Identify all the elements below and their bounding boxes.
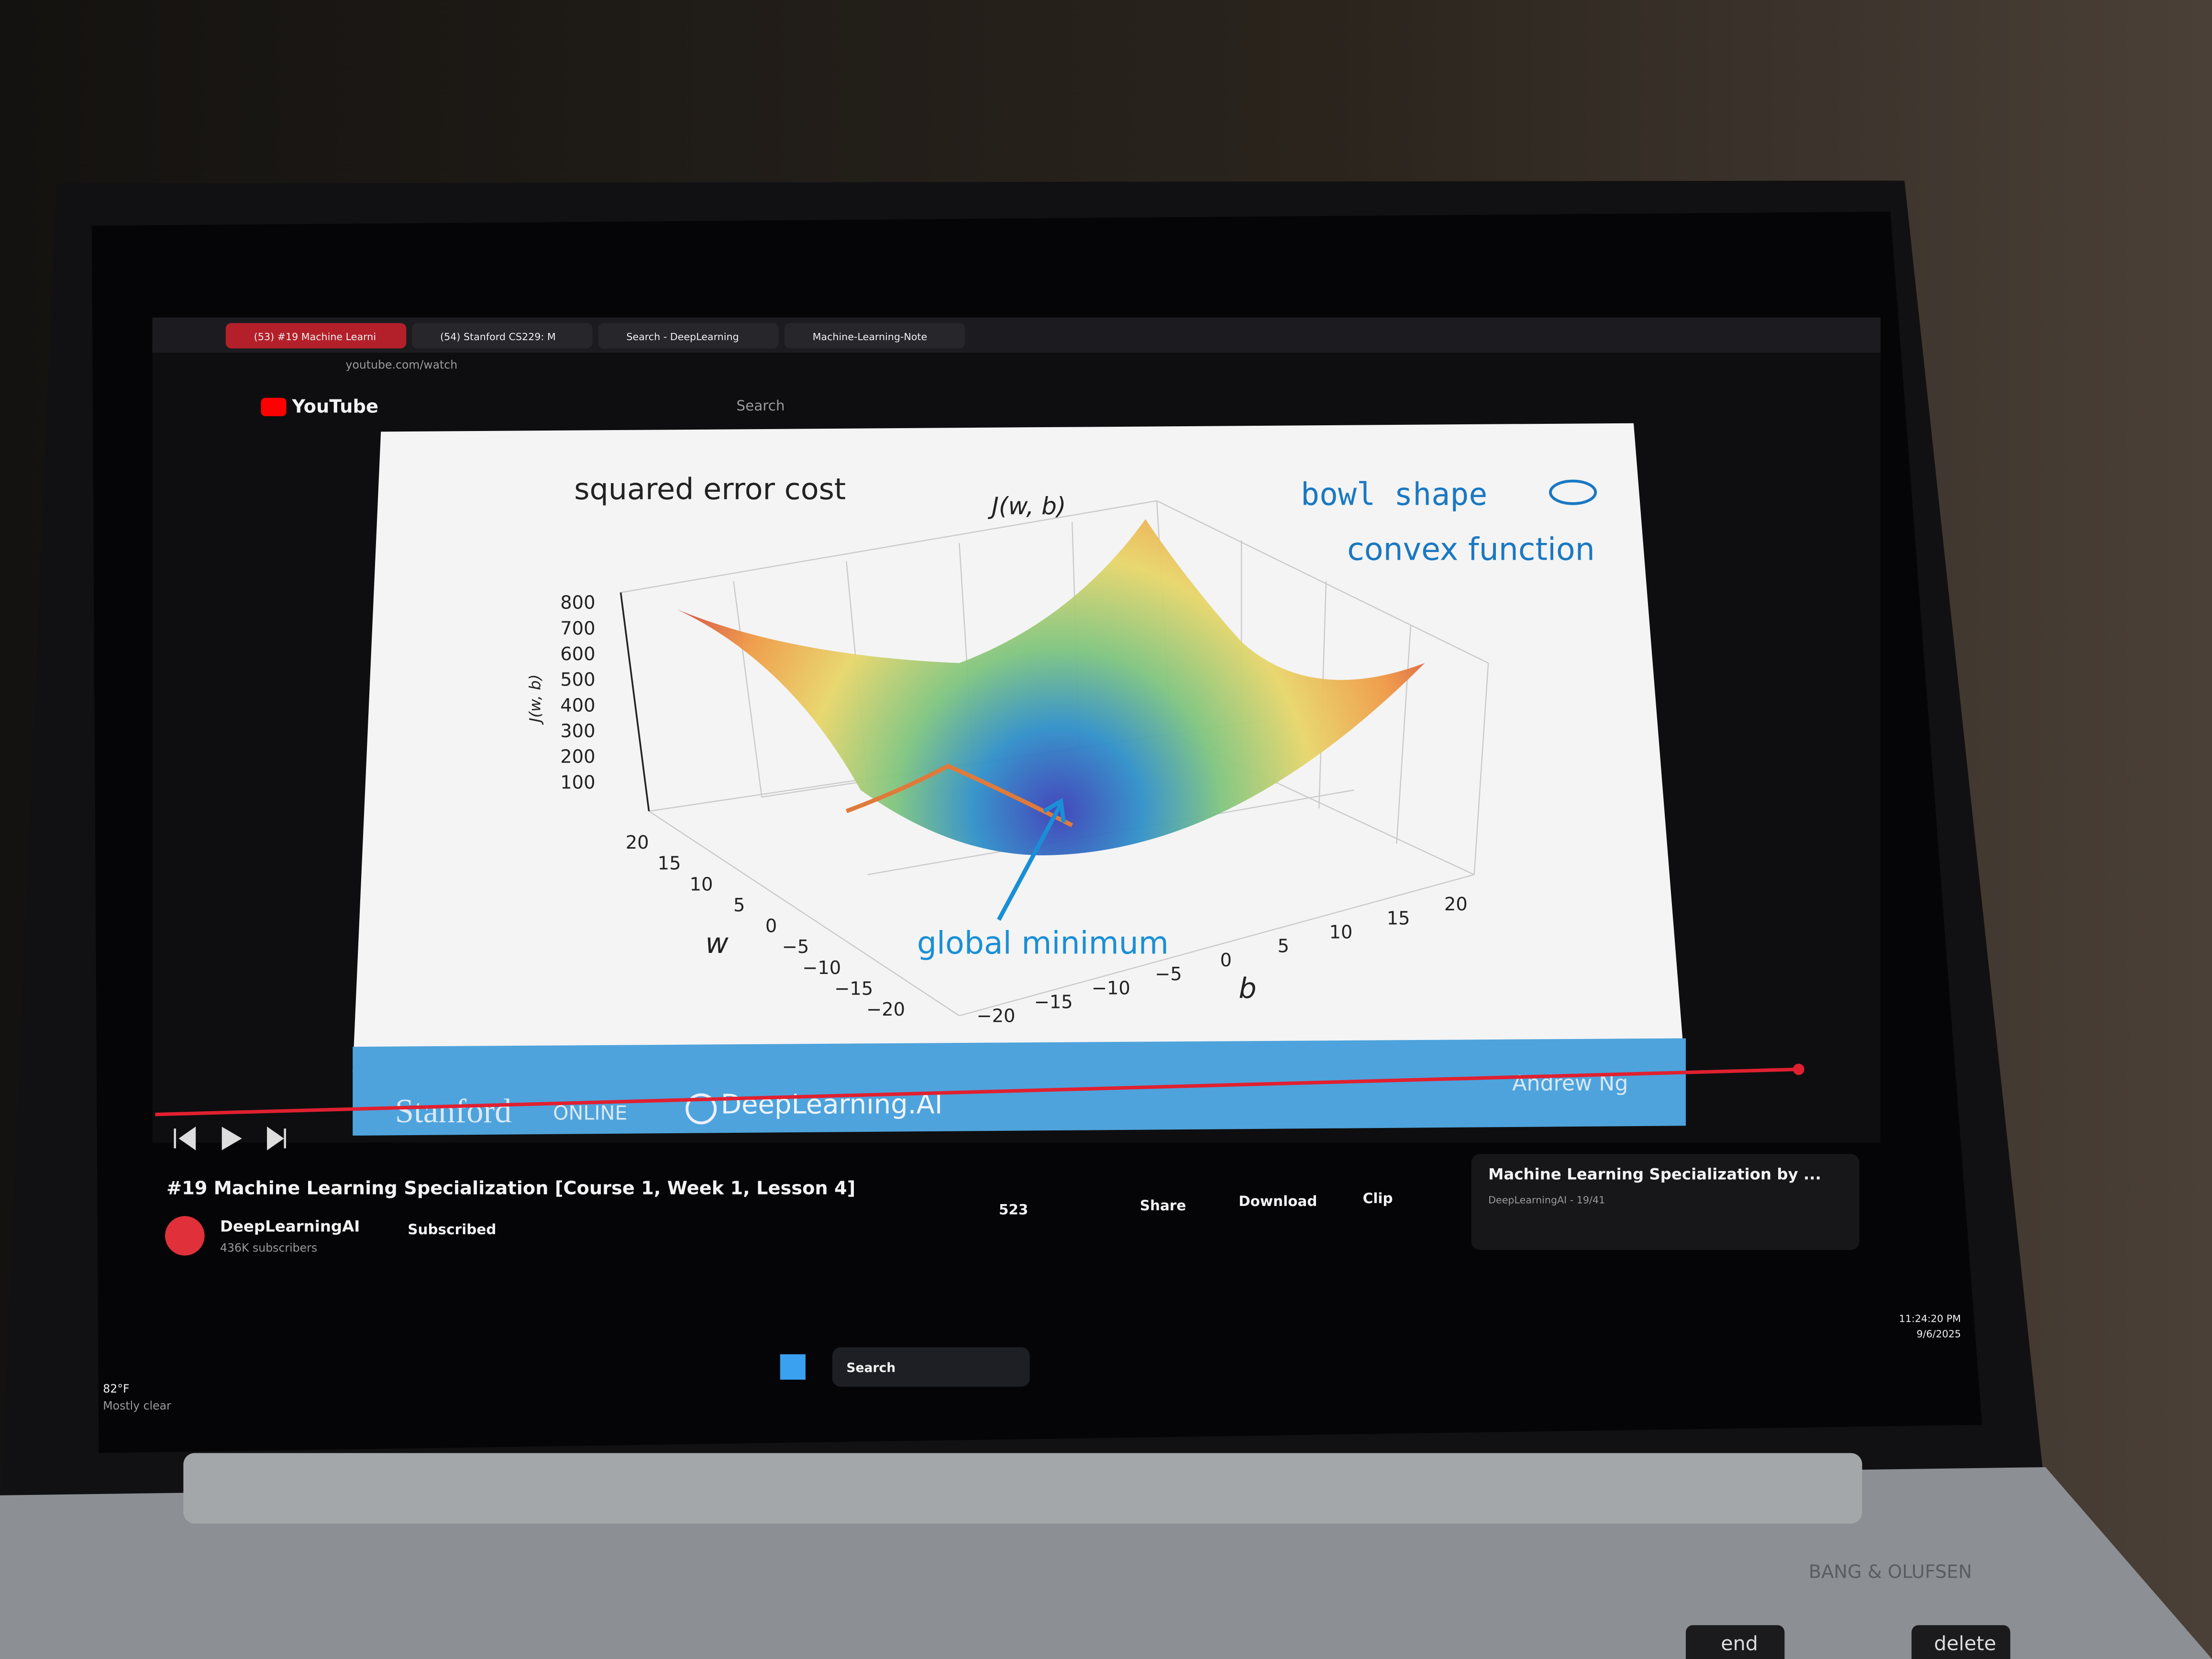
tab[interactable] <box>784 323 965 349</box>
progress-bar[interactable] <box>155 1067 1799 1117</box>
w-tick-label: 20 <box>626 832 649 853</box>
w-label: w <box>705 927 729 960</box>
b-tick-label: −10 <box>1092 977 1130 999</box>
tab-strip <box>152 317 1880 353</box>
subscriber-count: 436K subscribers <box>220 1241 317 1254</box>
w-tick-label: −15 <box>834 978 873 1000</box>
share-button[interactable]: Share <box>1140 1197 1186 1214</box>
youtube-logo[interactable]: YouTube <box>291 396 378 418</box>
w-tick-label: 5 <box>733 895 745 916</box>
w-tick-label: 15 <box>658 853 681 874</box>
weather-text[interactable]: Mostly clear <box>103 1399 171 1413</box>
key-label[interactable]: delete <box>1934 1632 1996 1655</box>
tab-title[interactable]: Search - DeepLearning <box>626 331 739 343</box>
player-buttons[interactable] <box>174 1126 286 1150</box>
surface-fold <box>845 763 1073 828</box>
b-tick-label: −15 <box>1034 992 1073 1013</box>
tab-title[interactable]: (53) #19 Machine Learni <box>254 331 376 343</box>
download-button[interactable]: Download <box>1239 1193 1317 1209</box>
progress-handle[interactable] <box>1793 1063 1804 1075</box>
online: ONLINE <box>553 1102 627 1125</box>
clock-date[interactable]: 9/6/2025 <box>1916 1328 1961 1340</box>
hinge <box>183 1453 1862 1524</box>
clip-button[interactable]: Clip <box>1363 1190 1393 1206</box>
cost-surface <box>677 519 1425 855</box>
like-count[interactable]: 523 <box>999 1202 1029 1218</box>
annotation-arrow <box>996 797 1066 921</box>
w-tick-label: 0 <box>765 916 777 937</box>
taskbar-search[interactable] <box>832 1347 1030 1387</box>
b-tick-label: 15 <box>1387 907 1410 929</box>
key[interactable] <box>1911 1625 2011 1659</box>
z-tick-label: 200 <box>560 746 595 768</box>
tab-title[interactable]: (54) Stanford CS229: M <box>440 331 556 343</box>
playlist-meta: DeepLearningAI - 19/41 <box>1488 1194 1605 1206</box>
weather-temp[interactable]: 82°F <box>103 1382 129 1395</box>
z-tick-label: 400 <box>560 695 595 716</box>
z-tick-label: 700 <box>560 618 595 639</box>
taskbar-search-text[interactable]: Search <box>846 1360 896 1375</box>
dl-logo <box>686 1093 717 1125</box>
bowl-icon <box>1548 479 1597 505</box>
z-tick-label: 600 <box>560 643 595 665</box>
slide-title: squared error cost <box>574 472 846 506</box>
w-tick-label: 10 <box>690 874 713 895</box>
channel-avatar[interactable] <box>165 1216 205 1256</box>
b-tick-label: 10 <box>1329 922 1353 943</box>
tab[interactable] <box>598 323 779 349</box>
playlist-panel <box>1471 1154 1859 1250</box>
subscribe-button[interactable]: Subscribed <box>408 1221 496 1238</box>
tab[interactable] <box>225 323 407 349</box>
w-tick-label: −20 <box>866 999 905 1020</box>
playlist-title[interactable]: Machine Learning Specialization by ... <box>1488 1165 1821 1183</box>
tab[interactable] <box>412 323 593 349</box>
b-tick-label: 0 <box>1220 950 1231 971</box>
note-convex: convex function <box>1347 532 1595 568</box>
z-tick-label: 800 <box>560 592 595 614</box>
w-tick-label: −10 <box>802 957 841 979</box>
b-tick-label: −5 <box>1155 963 1182 985</box>
z-tick-label: 300 <box>560 720 595 742</box>
video-title: #19 Machine Learning Specialization [Cou… <box>166 1177 855 1199</box>
start-button[interactable] <box>780 1354 806 1380</box>
z-axis-title: J(w, b) <box>526 674 544 725</box>
tab-title[interactable]: Machine-Learning-Note <box>813 331 928 343</box>
z-tick-label: 500 <box>560 669 595 691</box>
b-tick-label: 20 <box>1444 894 1468 915</box>
b-tick-label: −20 <box>977 1006 1016 1027</box>
note-bowl: bowl shape <box>1301 477 1488 513</box>
b-tick-label: 5 <box>1278 936 1289 957</box>
w-tick-label: −5 <box>782 936 809 958</box>
stanford: Stanford <box>395 1093 512 1130</box>
z-label: J(w, b) <box>987 492 1066 520</box>
key[interactable] <box>1686 1625 1785 1659</box>
z-tick-label: 100 <box>560 772 595 793</box>
z-axis <box>619 592 650 811</box>
clock-time[interactable]: 11:24:20 PM <box>1899 1313 1961 1324</box>
address-bar[interactable]: youtube.com/watch <box>345 358 457 371</box>
speaker-brand: BANG & OLUFSEN <box>1809 1561 1972 1583</box>
channel-name[interactable]: DeepLearningAI <box>220 1217 360 1236</box>
key-label[interactable]: end <box>1721 1632 1758 1655</box>
global-minimum: global minimum <box>917 925 1169 961</box>
youtube-icon[interactable] <box>261 398 287 416</box>
search-box[interactable]: Search <box>736 398 785 414</box>
b-label: b <box>1239 972 1256 1005</box>
